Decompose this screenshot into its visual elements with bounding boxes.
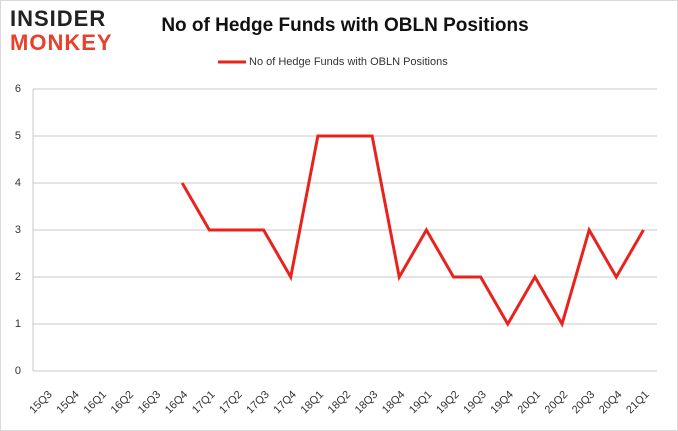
y-tick-label: 0 <box>15 365 21 377</box>
y-tick-label: 6 <box>15 83 21 95</box>
logo-line1: INSIDER <box>10 6 106 31</box>
logo-line2: MONKEY <box>10 30 113 55</box>
y-tick-label: 3 <box>15 224 21 236</box>
y-tick-label: 5 <box>15 130 21 142</box>
y-tick-label: 1 <box>15 318 21 330</box>
y-tick-label: 2 <box>15 271 21 283</box>
data-line <box>180 134 645 328</box>
legend-label: No of Hedge Funds with OBLN Positions <box>249 56 448 68</box>
y-tick-label: 4 <box>15 177 21 189</box>
chart-title: No of Hedge Funds with OBLN Positions <box>161 15 528 36</box>
